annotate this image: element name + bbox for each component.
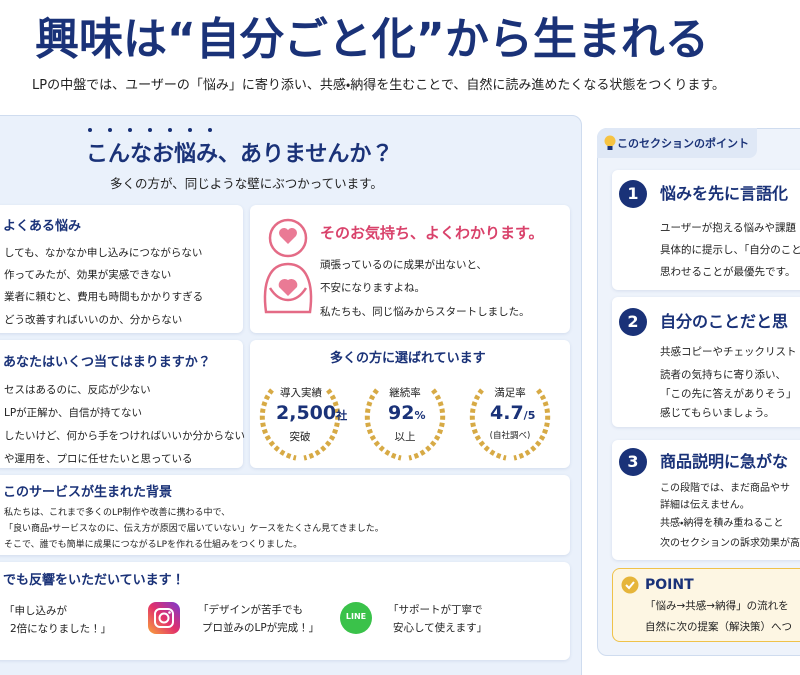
badge-unit: % xyxy=(414,409,426,422)
list-item: したいけど、何から手をつければいいか分からない xyxy=(4,430,245,442)
card-title: 多くの方に選ばれています xyxy=(330,351,486,366)
list-item: 業者に頼むと、費用も時間もかかりすぎる xyxy=(4,291,204,303)
origin-card xyxy=(0,475,570,555)
line-icon-text: LINE xyxy=(345,612,367,621)
point-line: 詳細は伝えません。 xyxy=(660,500,750,511)
badge-note: 突破 xyxy=(289,431,311,443)
tab-label: このセクションのポイント xyxy=(617,137,749,150)
instagram-icon xyxy=(148,602,180,634)
origin-line: 私たちは、これまで多くのLP制作や改善に携わる中で、 xyxy=(4,508,231,518)
list-item: しても、なかなか申し込みにつながらない xyxy=(4,247,203,259)
point-line: 感じてもらいましょう。 xyxy=(660,407,775,419)
tip-line: 「悩み→共感→納得」の流れを xyxy=(645,600,789,612)
card-title: でも反響をいただいています！ xyxy=(3,573,185,588)
list-item: 作ってみたが、効果が実感できない xyxy=(4,269,172,281)
point-line: 共感・納得を積み重ねること xyxy=(660,518,784,529)
badge-value: 2,500 xyxy=(276,402,337,424)
point-title: 悩みを先に言語化 xyxy=(660,184,789,203)
point-title: 商品説明に急がな xyxy=(660,452,789,471)
bulb-icon xyxy=(604,135,616,150)
quote-line: 「サポートが丁寧で xyxy=(388,604,483,616)
point-line: 具体的に提示し、「自分のこと xyxy=(660,244,800,256)
point-number: 1 xyxy=(627,184,639,203)
laurels xyxy=(259,388,551,461)
quote-line: 2倍になりました！」 xyxy=(10,623,112,635)
point-line: ユーザーが抱える悩みや課題 xyxy=(660,222,796,234)
point-line: 共感コピーやチェックリスト xyxy=(660,346,797,358)
point-number-badge xyxy=(619,448,647,476)
section-subheading: 多くの方が、同じような壁にぶつかっています。 xyxy=(110,176,383,191)
checklist-card xyxy=(0,340,243,468)
common-card xyxy=(0,205,243,333)
quote-line: 「デザインが苦手でも xyxy=(198,604,303,616)
card-title: あなたはいくつ当てはまりますか？ xyxy=(3,355,211,370)
tip-line: 自然に次の提案（解決策）へつ xyxy=(645,621,792,633)
badge-label: 継続率 xyxy=(389,387,421,399)
quote-line: 「申し込みが xyxy=(4,605,67,617)
point-number-badge xyxy=(619,180,647,208)
tip-label: POINT xyxy=(645,577,694,593)
badge-label: 導入実績 xyxy=(280,387,322,399)
empathy-illustration xyxy=(263,218,313,314)
badge-value: 4.7 xyxy=(490,402,524,424)
empathy-line: 不安になりますよね。 xyxy=(320,282,425,294)
badge-value: 92 xyxy=(388,402,415,424)
list-item: セスはあるのに、反応が少ない xyxy=(4,384,151,396)
sidebar-tab xyxy=(597,128,757,158)
voices-card xyxy=(0,562,570,660)
origin-line: そこで、誰でも簡単に成果につながるLPを作れる仕組みをつくりました。 xyxy=(4,540,303,550)
line-icon xyxy=(340,602,372,634)
point-number-badge xyxy=(619,308,647,336)
badge-unit: 社 xyxy=(336,409,348,422)
badge-label: 満足率 xyxy=(494,387,526,399)
point-line: 次のセクションの訴求効果が高 xyxy=(660,538,800,549)
section-heading: こんなお悩み、ありませんか？ xyxy=(86,142,394,167)
check-icon xyxy=(621,576,639,594)
card-title: このサービスが生まれた背景 xyxy=(3,485,173,500)
empathy-line: 私たちも、同じ悩みからスタートしました。 xyxy=(320,306,530,318)
quote-line: プロ並みのLPが完成！」 xyxy=(202,622,320,634)
quote-line: 安心して使えます」 xyxy=(393,622,488,634)
stats-card xyxy=(250,340,570,468)
point-number: 3 xyxy=(627,452,639,471)
title: 興味は“自分ごと化”から生まれる xyxy=(35,14,709,65)
point-number: 2 xyxy=(627,312,639,331)
point-line: 読者の気持ちに寄り添い、 xyxy=(660,369,786,381)
list-item: LPが正解か、自信が持てない xyxy=(4,407,142,419)
empathy-title: そのお気持ち、よくわかります。 xyxy=(320,224,544,242)
card-title: よくある悩み xyxy=(3,219,82,234)
point-title: 自分のことだと思 xyxy=(660,312,789,331)
list-item: どう改善すればいいのか、分からない xyxy=(4,314,183,326)
empathy-line: 頑張っているのに成果が出ないと、 xyxy=(320,259,488,271)
subtitle: LPの中盤では、ユーザーの「悩み」に寄り添い、共感・納得を生むことで、自然に読み… xyxy=(32,78,726,93)
badge-note: (自社調べ) xyxy=(489,431,531,441)
dots xyxy=(88,128,212,132)
tip-box xyxy=(612,568,800,642)
point-line: この段階では、まだ商品やサ xyxy=(660,483,790,494)
badge-note: 以上 xyxy=(394,431,416,443)
list-item: や運用を、プロに任せたいと思っている xyxy=(4,453,193,465)
point-line: 思わせることが最優先です。 xyxy=(660,266,796,278)
badge-unit: /5 xyxy=(523,409,536,422)
point-line: 「この先に答えがありそう」 xyxy=(660,388,797,400)
origin-line: 「良い商品・サービスなのに、伝え方が原因で届いていない」ケースをたくさん見てきま… xyxy=(4,524,384,534)
